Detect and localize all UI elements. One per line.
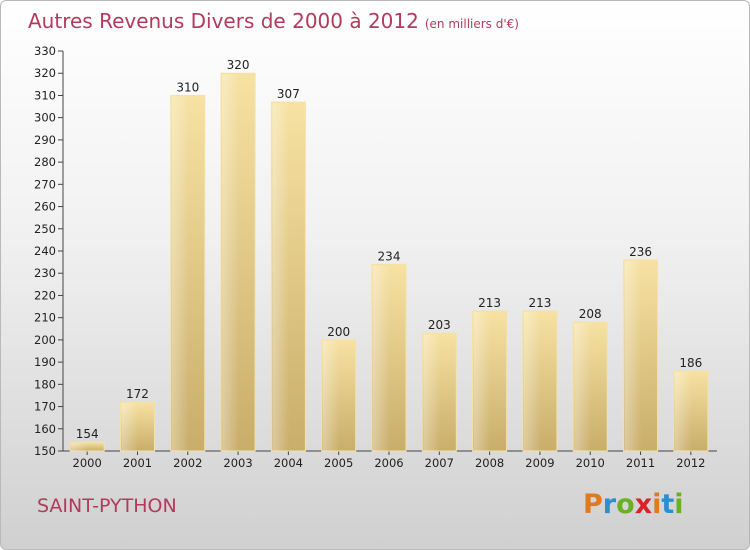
- y-tick-label: 250: [34, 222, 56, 236]
- bar-highlight: [171, 96, 189, 451]
- bar-value-label: 203: [428, 318, 451, 332]
- chart-title-text: Autres Revenus Divers de 2000 à 2012: [28, 9, 419, 33]
- logo-letter: x: [634, 489, 653, 520]
- y-tick-label: 190: [34, 355, 56, 369]
- bar-value-label: 320: [227, 58, 250, 72]
- logo-letter: r: [602, 489, 617, 520]
- logo-letter: o: [616, 489, 635, 520]
- y-tick-label: 320: [34, 66, 56, 80]
- bar-highlight: [624, 260, 642, 451]
- y-tick-label: 200: [34, 333, 56, 347]
- x-tick-label: 2003: [223, 456, 252, 470]
- proxiti-logo[interactable]: Proxiti: [583, 489, 684, 520]
- x-tick-label: 2006: [374, 456, 403, 470]
- x-tick-label: 2002: [173, 456, 202, 470]
- chart-title: Autres Revenus Divers de 2000 à 2012 (en …: [28, 9, 519, 33]
- logo-letter: i: [652, 489, 662, 520]
- y-tick-label: 160: [34, 422, 56, 436]
- bar-highlight: [322, 340, 340, 451]
- bar-highlight: [272, 103, 290, 451]
- x-tick-label: 2000: [73, 456, 102, 470]
- y-tick-label: 230: [34, 266, 56, 280]
- bar-highlight: [423, 334, 441, 451]
- bar-value-label: 234: [378, 249, 401, 263]
- bar-highlight: [71, 443, 89, 451]
- x-tick-label: 2009: [525, 456, 554, 470]
- x-tick-label: 2001: [123, 456, 152, 470]
- x-tick-label: 2007: [425, 456, 454, 470]
- y-tick-label: 330: [34, 44, 56, 58]
- y-tick-label: 150: [34, 444, 56, 458]
- bar-highlight: [373, 265, 390, 451]
- x-tick-label: 2011: [626, 456, 655, 470]
- y-tick-label: 240: [34, 244, 56, 258]
- bar-highlight: [473, 312, 491, 451]
- x-tick-label: 2004: [274, 456, 303, 470]
- x-tick-label: 2010: [576, 456, 605, 470]
- bar-value-label: 172: [126, 387, 149, 401]
- bar-value-label: 213: [478, 296, 501, 310]
- y-tick-label: 290: [34, 133, 56, 147]
- x-tick-label: 2005: [324, 456, 353, 470]
- bar-highlight: [523, 312, 541, 451]
- bar-highlight: [574, 323, 592, 451]
- x-tick-label: 2012: [676, 456, 705, 470]
- y-tick-label: 280: [34, 155, 56, 169]
- x-tick-label: 2008: [475, 456, 504, 470]
- chart-axes: 150 160 170 180 190 200 210 220 230 240 250 260 270 2…: [34, 44, 717, 458]
- bar-value-label: 236: [629, 245, 652, 259]
- y-tick-label: 180: [34, 377, 56, 391]
- logo-letter: P: [583, 489, 603, 520]
- chart-labels: 154 2000 172 2001 310 2002 320 2003 307 2004 200 20…: [73, 58, 706, 470]
- bar-value-label: 208: [579, 307, 602, 321]
- bar-highlight: [222, 74, 240, 451]
- bar-value-label: 310: [176, 80, 199, 94]
- chart-bars: [69, 72, 709, 452]
- city-name: SAINT-PYTHON: [37, 495, 177, 517]
- bar-value-label: 307: [277, 87, 300, 101]
- bar-value-label: 186: [679, 356, 702, 370]
- bar-value-label: 154: [76, 427, 99, 441]
- y-tick-label: 220: [34, 288, 56, 302]
- logo-letter: i: [674, 489, 684, 520]
- bar-highlight: [674, 372, 692, 451]
- y-tick-label: 170: [34, 400, 56, 414]
- chart-subtitle: (en milliers d'€): [424, 17, 519, 31]
- bar-value-label: 213: [528, 296, 551, 310]
- y-tick-label: 270: [34, 177, 56, 191]
- y-tick-label: 310: [34, 88, 56, 102]
- logo-letter: t: [661, 489, 675, 520]
- y-tick-label: 210: [34, 311, 56, 325]
- bar-value-label: 200: [327, 325, 350, 339]
- y-tick-label: 260: [34, 200, 56, 214]
- y-tick-label: 300: [34, 111, 56, 125]
- bar-highlight: [121, 403, 139, 451]
